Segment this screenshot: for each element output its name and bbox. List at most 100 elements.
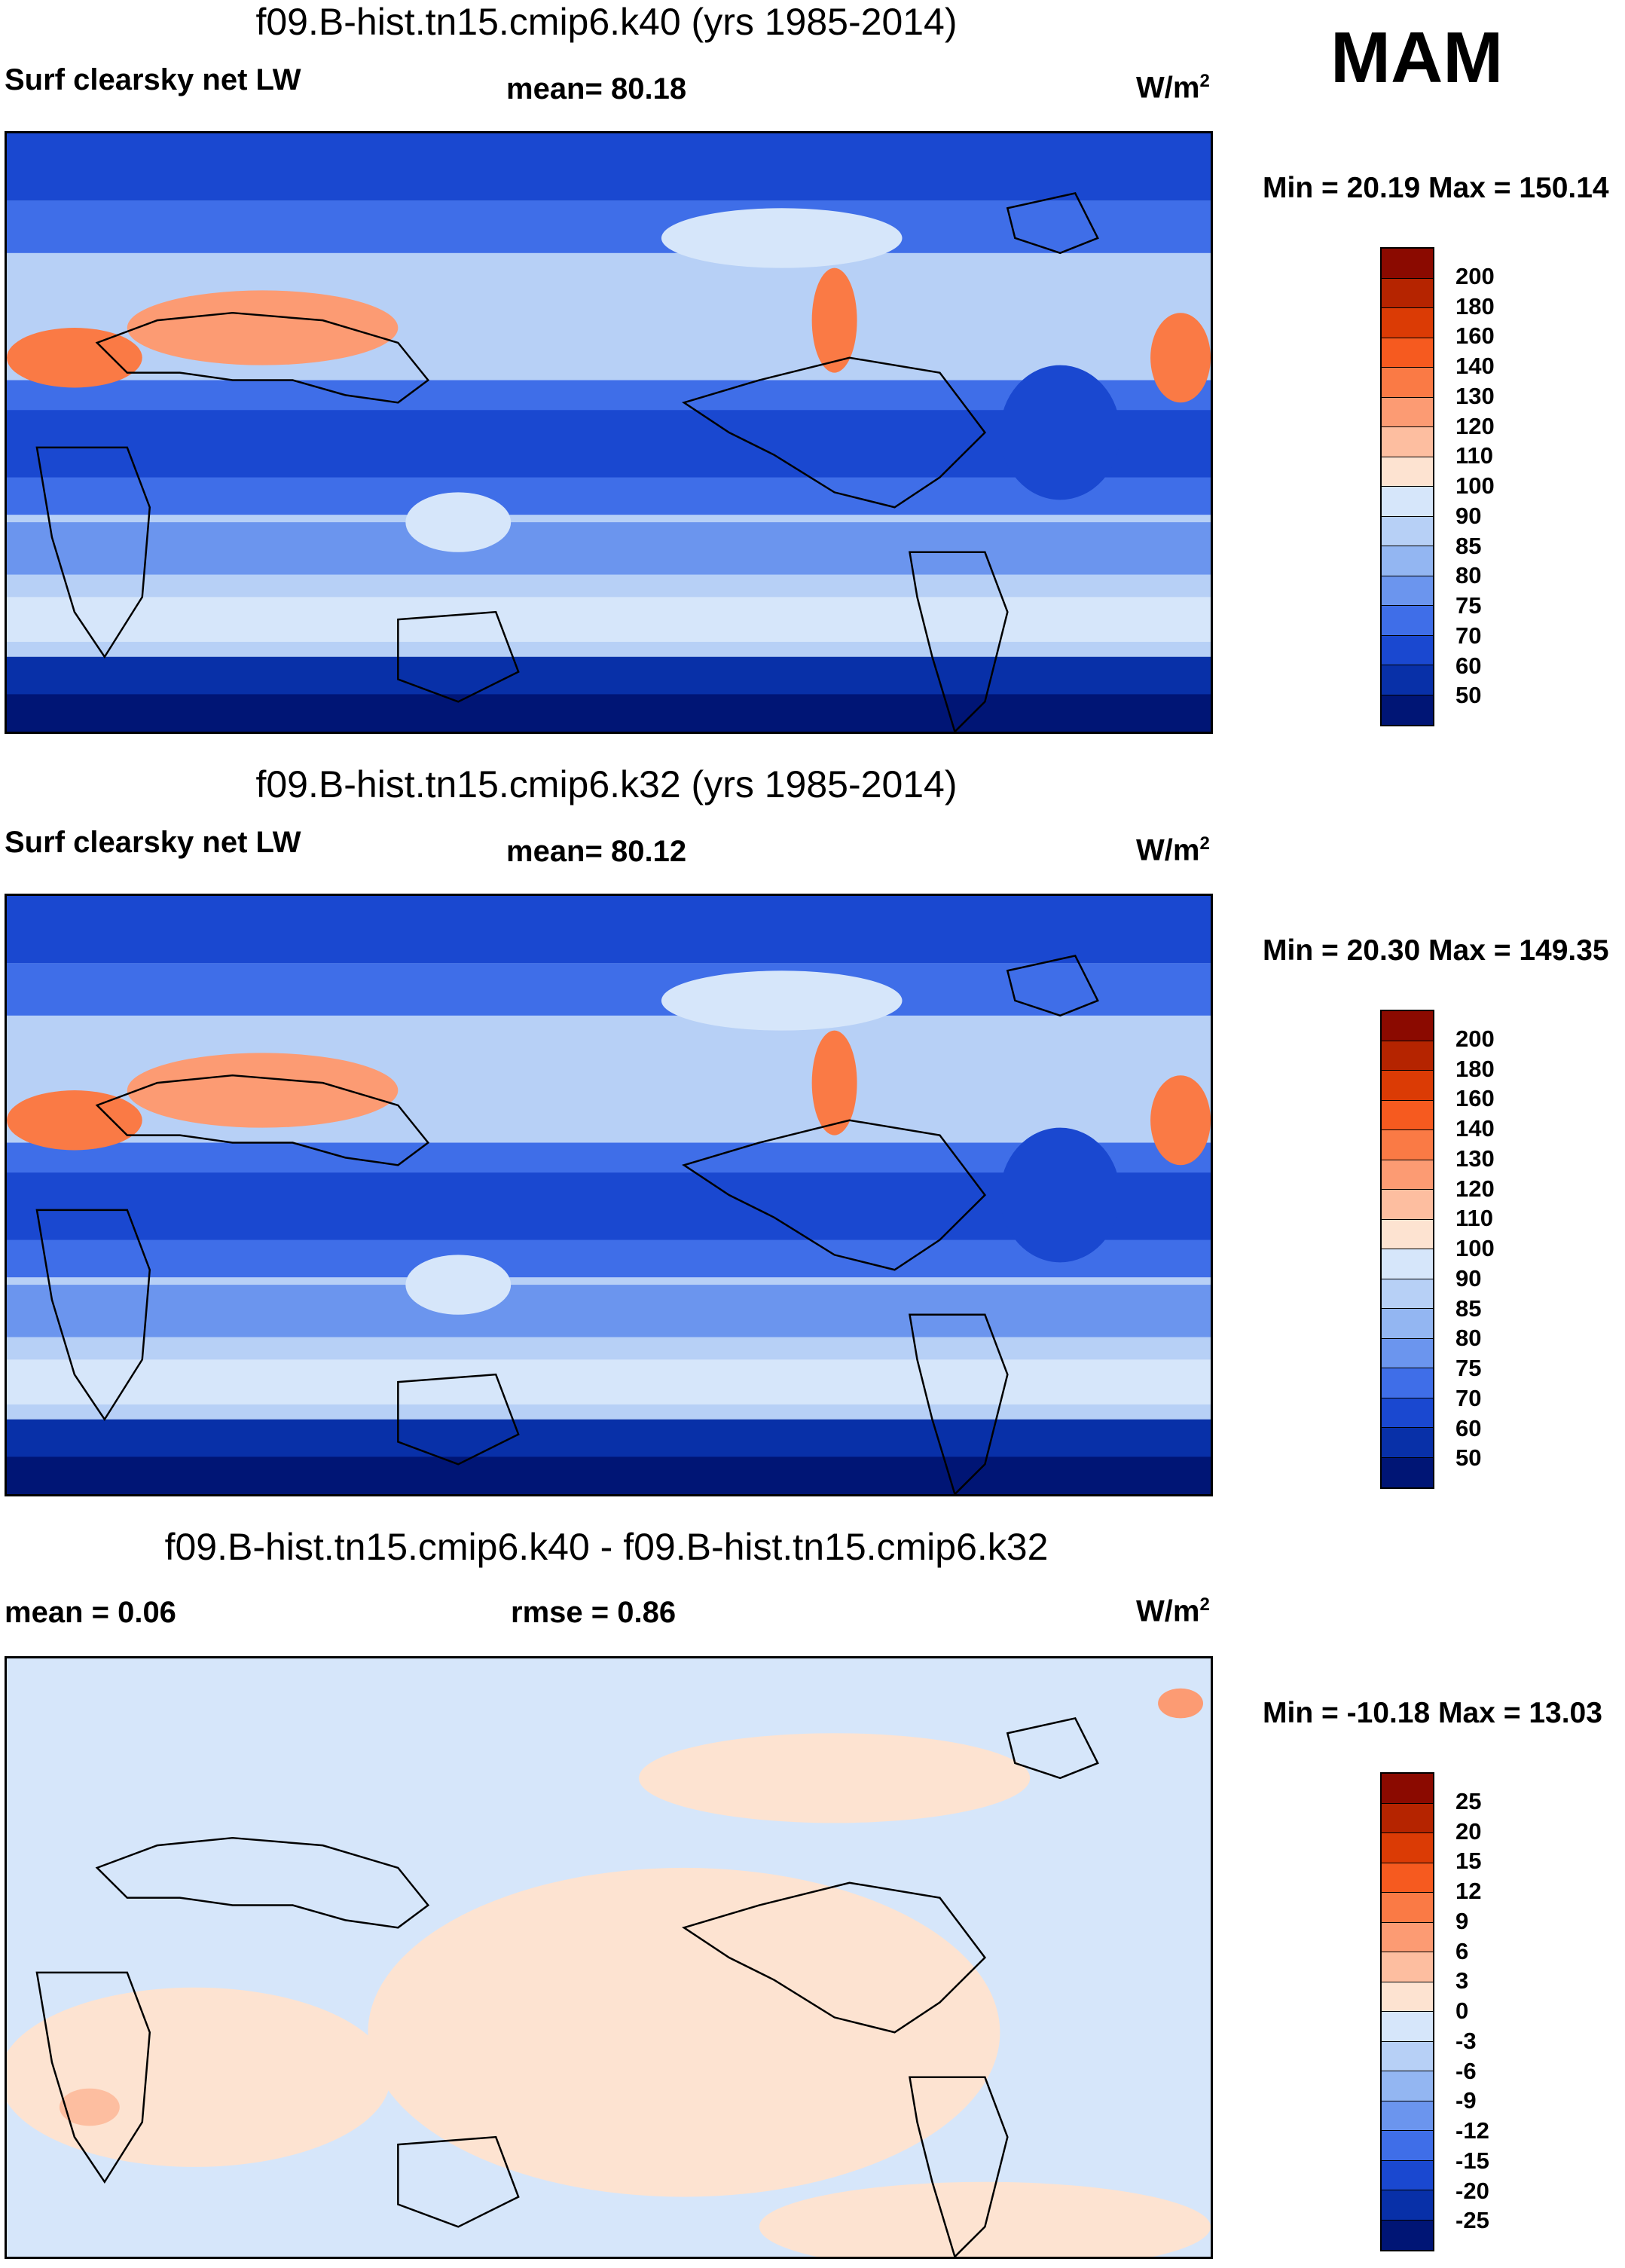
colorbar-tick-label: 100 [1455,472,1495,499]
colorbar-segment [1382,695,1433,725]
colorbar-tick-label: 120 [1455,412,1495,439]
colorbar-tick-label: 200 [1455,1025,1495,1052]
colorbar-segment [1382,2131,1433,2161]
colorbar-tick-label: 60 [1455,1414,1482,1441]
colorbar-tick-label: 90 [1455,1264,1482,1291]
colorbar-tick-label: 25 [1455,1787,1482,1814]
colorbar-tick-label: 15 [1455,1848,1482,1875]
colorbar-tick-label: 140 [1455,1115,1495,1142]
colorbar-tick-label: 3 [1455,1967,1469,1994]
season-label: MAM [1330,17,1504,98]
colorbar-segment [1382,635,1433,665]
colorbar-tick-label: -9 [1455,2087,1477,2114]
panel-1-variable-label: Surf clearsky net LW [5,63,301,96]
colorbar-segment [1382,1041,1433,1071]
colorbar-tick-label: 12 [1455,1878,1482,1904]
colorbar-segment [1382,1338,1433,1368]
colorbar-segment [1382,249,1433,279]
panel-1-colorbar [1380,247,1434,726]
panel-1-mean-label: mean= 80.18 [506,72,687,105]
colorbar-tick-label: 9 [1455,1907,1469,1934]
panel-3-mean-label: mean = 0.06 [5,1596,176,1629]
panel-1-title: f09.B-hist.tn15.cmip6.k40 (yrs 1985-2014… [255,1,958,43]
colorbar-segment [1382,487,1433,517]
colorbar-segment [1382,2071,1433,2101]
colorbar-tick-label: 110 [1455,442,1494,469]
colorbar-segment [1382,1309,1433,1339]
colorbar-segment [1382,457,1433,487]
colorbar-tick-label: 85 [1455,1294,1482,1322]
panel-2-units: W/m2 [1136,833,1210,867]
colorbar-tick-label: 60 [1455,652,1482,679]
colorbar-segment [1382,1803,1433,1833]
colorbar-segment [1382,1190,1433,1220]
colorbar-tick-label: -20 [1455,2177,1489,2204]
colorbar-segment [1382,1071,1433,1101]
colorbar-segment [1382,1279,1433,1309]
colorbar-segment [1382,1368,1433,1398]
panel-3-units: W/m2 [1136,1594,1210,1628]
colorbar-segment [1382,1160,1433,1190]
colorbar-tick-label: -3 [1455,2027,1477,2054]
colorbar-tick-label: 160 [1455,1085,1495,1112]
colorbar-tick-label: 80 [1455,1325,1482,1352]
colorbar-tick-label: 200 [1455,262,1495,289]
colorbar-tick-label: 0 [1455,1997,1469,2024]
colorbar-segment [1382,278,1433,308]
panel-3-colorbar [1380,1772,1434,2251]
colorbar-tick-label: 160 [1455,322,1495,350]
colorbar-tick-label: 50 [1455,682,1482,709]
colorbar-segment [1382,1011,1433,1041]
colorbar-tick-label: 70 [1455,1384,1482,1411]
colorbar-segment [1382,368,1433,398]
panel-3-rmse-label: rmse = 0.86 [511,1596,677,1629]
colorbar-tick-label: 50 [1455,1444,1482,1472]
panel-2-title: f09.B-hist.tn15.cmip6.k32 (yrs 1985-2014… [255,763,958,805]
coastline [35,1716,1099,2257]
panel-2-colorbar [1380,1010,1434,1489]
colorbar-segment [1382,606,1433,636]
colorbar-segment [1382,1922,1433,1952]
panel-2-mean-label: mean= 80.12 [506,835,687,868]
colorbar-tick-label: 180 [1455,292,1495,319]
colorbar-segment [1382,1457,1433,1487]
panel-3-minmax: Min = -10.18 Max = 13.03 [1263,1697,1602,1729]
colorbar-tick-label: 120 [1455,1175,1495,1202]
colorbar-tick-label: 75 [1455,592,1482,619]
colorbar-segment [1382,516,1433,546]
colorbar-segment [1382,2220,1433,2250]
panel-1-minmax: Min = 20.19 Max = 150.14 [1263,172,1609,204]
colorbar-segment [1382,1893,1433,1923]
colorbar-segment [1382,1130,1433,1160]
colorbar-tick-label: 20 [1455,1817,1482,1845]
colorbar-segment [1382,1833,1433,1863]
colorbar-segment [1382,1398,1433,1428]
colorbar-segment [1382,1863,1433,1893]
colorbar-segment [1382,308,1433,338]
colorbar-tick-label: 140 [1455,353,1495,379]
colorbar-segment [1382,1428,1433,1458]
colorbar-segment [1382,338,1433,368]
colorbar-tick-label: 70 [1455,622,1482,649]
colorbar-tick-label: 100 [1455,1235,1495,1261]
colorbar-tick-label: 90 [1455,502,1482,529]
colorbar-segment [1382,2041,1433,2071]
colorbar-segment [1382,1952,1433,1982]
panel-3-title: f09.B-hist.tn15.cmip6.k40 - f09.B-hist.t… [164,1526,1049,1568]
colorbar-segment [1382,665,1433,695]
colorbar-segment [1382,1774,1433,1804]
colorbar-tick-label: -12 [1455,2117,1489,2144]
panel-1-map [5,131,1213,734]
colorbar-tick-label: 110 [1455,1205,1494,1232]
colorbar-segment [1382,427,1433,457]
colorbar-tick-label: 130 [1455,382,1495,409]
colorbar-segment [1382,546,1433,576]
colorbar-tick-label: -25 [1455,2207,1489,2234]
colorbar-segment [1382,2160,1433,2190]
colorbar-segment [1382,1982,1433,2012]
coastline [35,191,1099,732]
colorbar-tick-label: 180 [1455,1055,1495,1082]
panel-2-variable-label: Surf clearsky net LW [5,826,301,859]
colorbar-tick-label: 75 [1455,1355,1482,1381]
colorbar-tick-label: -6 [1455,2057,1477,2084]
